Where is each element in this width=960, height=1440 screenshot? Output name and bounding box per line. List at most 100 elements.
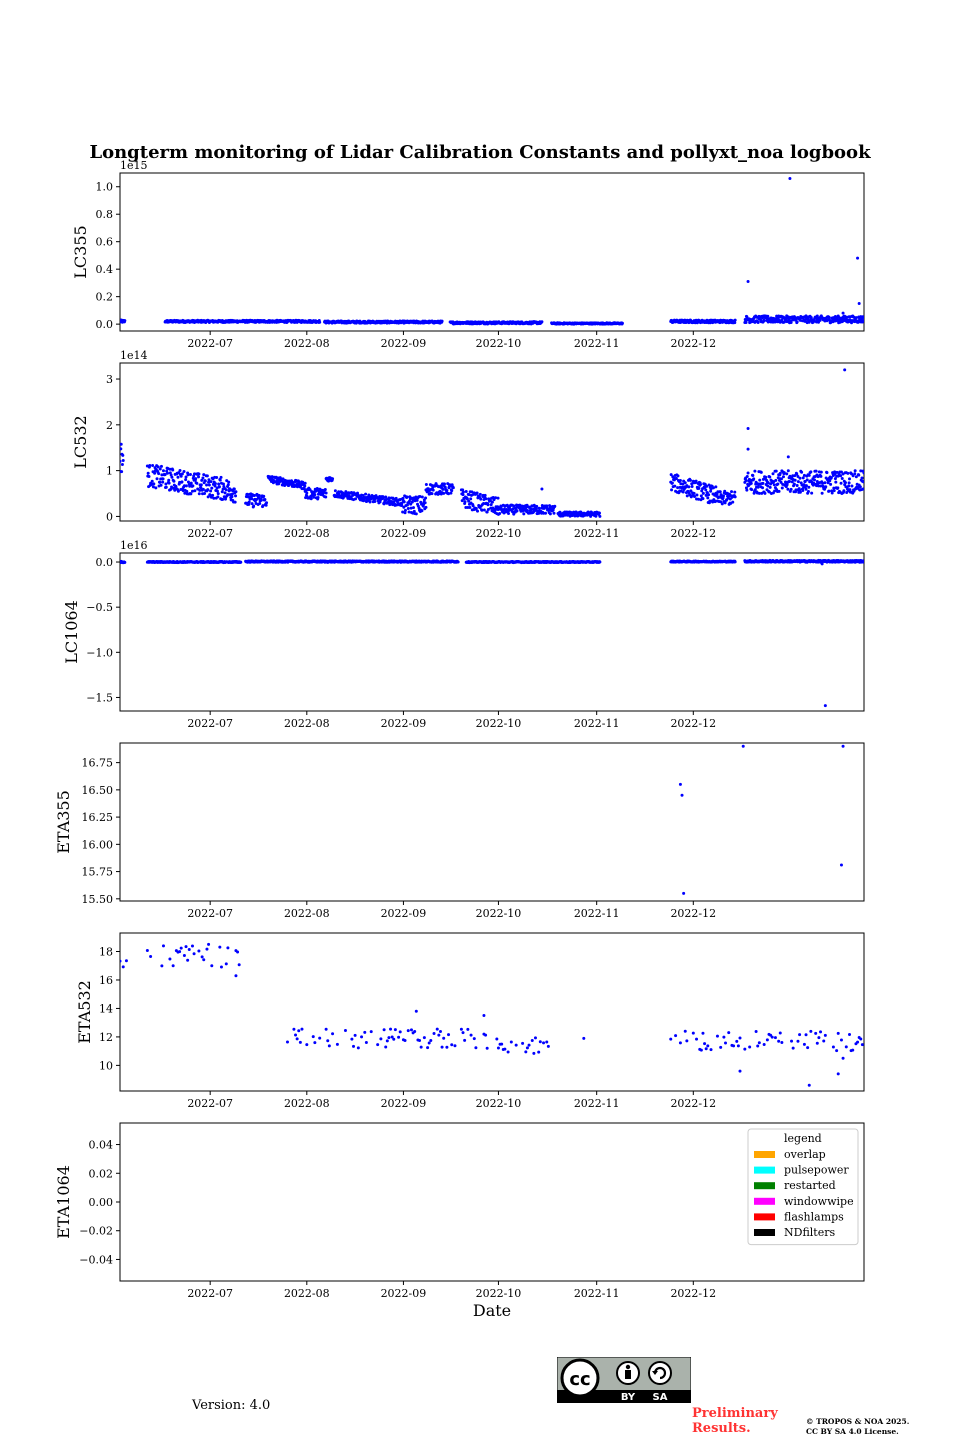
- data-point: [678, 1041, 682, 1045]
- data-point: [733, 495, 737, 499]
- data-point: [748, 478, 752, 482]
- data-point: [683, 1029, 687, 1033]
- data-point: [546, 1044, 550, 1048]
- data-point: [540, 320, 544, 324]
- data-point: [845, 315, 849, 319]
- data-point: [442, 482, 446, 486]
- data-point: [187, 948, 191, 952]
- data-point-outlier: [746, 426, 750, 430]
- data-point-outlier: [746, 447, 750, 451]
- data-point: [150, 479, 154, 483]
- data-point-outlier: [746, 280, 750, 284]
- data-point: [207, 480, 211, 484]
- data-point: [484, 497, 488, 501]
- y-offset-text: 1e14: [120, 349, 148, 362]
- data-point: [823, 481, 827, 485]
- data-point: [469, 1033, 473, 1037]
- data-point: [326, 1039, 330, 1043]
- data-point: [209, 480, 213, 484]
- data-point: [738, 1036, 742, 1040]
- data-point: [318, 1036, 322, 1040]
- data-point: [542, 1041, 546, 1045]
- data-point: [846, 471, 850, 475]
- data-point: [182, 469, 186, 473]
- data-point: [676, 474, 680, 478]
- y-tick-label: −1.5: [86, 691, 113, 704]
- data-point: [862, 471, 864, 475]
- data-point: [234, 494, 238, 498]
- y-tick-label: 15.50: [82, 893, 114, 906]
- data-point: [795, 320, 799, 324]
- data-point: [743, 1047, 747, 1051]
- data-point: [695, 1037, 699, 1041]
- data-point: [121, 458, 125, 462]
- x-tick-label: 2022-09: [381, 1097, 427, 1110]
- data-point-outlier: [841, 311, 845, 315]
- data-point: [862, 316, 864, 320]
- axes-frame: [119, 552, 865, 712]
- data-point: [719, 500, 723, 504]
- data-point: [598, 514, 602, 518]
- data-point: [817, 1036, 821, 1040]
- y-axis-label: LC355: [71, 225, 90, 278]
- data-point: [486, 503, 490, 507]
- data-point: [485, 510, 489, 514]
- data-point: [308, 488, 312, 492]
- data-point: [303, 481, 307, 485]
- data-point: [258, 502, 262, 506]
- data-point: [259, 498, 263, 502]
- x-tick-label: 2022-12: [670, 1097, 716, 1110]
- x-tick-label: 2022-10: [476, 527, 522, 540]
- data-point: [853, 469, 857, 473]
- x-tick-label: 2022-08: [284, 907, 330, 920]
- data-point: [384, 495, 388, 499]
- data-point: [451, 486, 455, 490]
- data-point: [854, 475, 858, 479]
- data-point: [343, 1029, 347, 1033]
- data-point: [776, 482, 780, 486]
- data-point: [827, 316, 831, 320]
- data-point: [205, 474, 209, 478]
- data-point: [521, 1041, 525, 1045]
- data-point: [192, 952, 196, 956]
- data-point: [758, 478, 762, 482]
- data-point: [789, 320, 793, 324]
- data-point: [782, 471, 786, 475]
- data-point: [384, 1045, 388, 1049]
- data-point: [598, 560, 602, 564]
- data-point: [324, 1027, 328, 1031]
- data-point: [522, 512, 526, 516]
- data-point: [161, 480, 165, 484]
- data-point: [294, 1033, 298, 1037]
- data-point: [821, 481, 825, 485]
- data-point: [721, 494, 725, 498]
- y-offset-text: 1e16: [120, 539, 148, 552]
- data-point: [368, 500, 372, 504]
- data-point: [230, 492, 234, 496]
- data-point: [390, 1035, 394, 1039]
- data-point: [178, 468, 182, 472]
- data-point: [839, 481, 843, 485]
- data-point: [318, 487, 322, 491]
- data-point: [471, 504, 475, 508]
- data-point: [489, 503, 493, 507]
- data-point: [407, 499, 411, 503]
- data-point: [727, 1031, 731, 1035]
- data-point: [155, 477, 159, 481]
- data-point: [829, 482, 833, 486]
- data-point: [403, 1039, 407, 1043]
- data-point: [151, 485, 155, 489]
- data-point: [211, 493, 215, 497]
- data-point: [804, 484, 808, 488]
- data-point: [802, 473, 806, 477]
- data-point: [770, 1035, 774, 1039]
- data-point: [247, 500, 251, 504]
- data-point: [751, 474, 755, 478]
- data-point: [860, 476, 864, 480]
- data-point: [824, 485, 828, 489]
- data-point: [219, 475, 223, 479]
- data-point: [370, 493, 374, 497]
- data-point: [398, 1030, 402, 1034]
